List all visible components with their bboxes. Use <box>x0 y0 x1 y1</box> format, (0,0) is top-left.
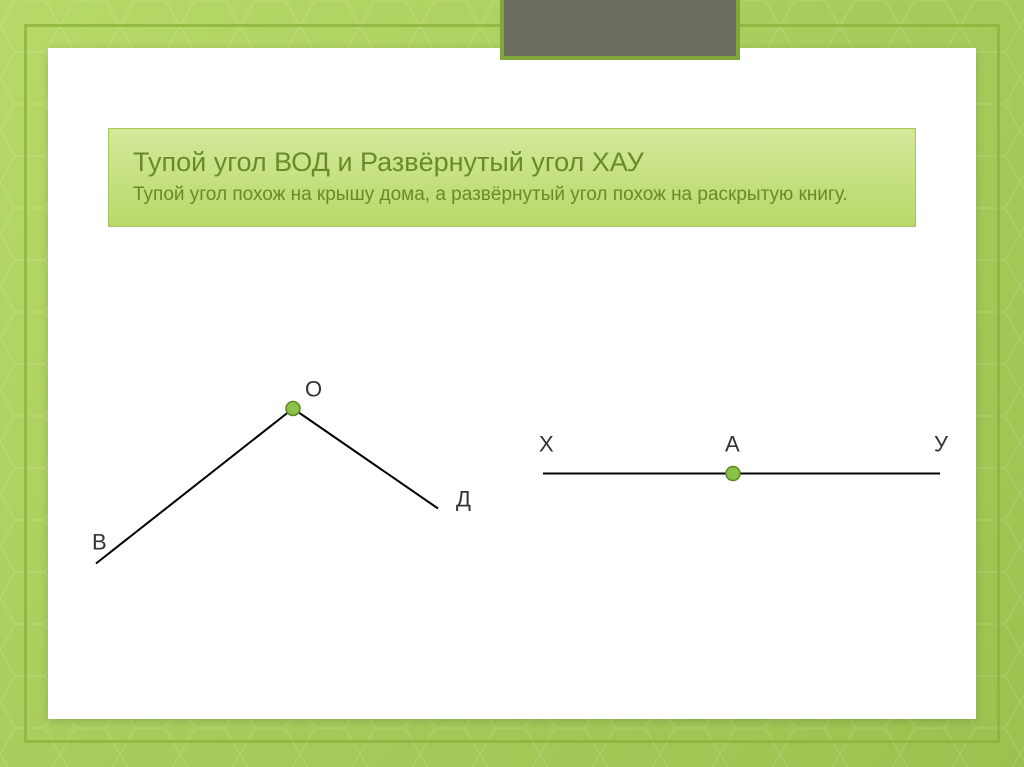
title-main: Тупой угол ВОД и Развёрнутый угол ХАУ <box>133 147 891 178</box>
obtuse-vertex-point <box>286 402 300 416</box>
label-d: Д <box>456 487 471 512</box>
obtuse-ray-od <box>293 409 438 509</box>
label-x: Х <box>539 432 554 457</box>
title-box: Тупой угол ВОД и Развёрнутый угол ХАУ Ту… <box>108 128 916 227</box>
angles-svg: О В Д Х А У <box>68 348 956 699</box>
label-o: О <box>305 377 322 402</box>
diagram-area: О В Д Х А У <box>68 348 956 699</box>
top-tab-decoration <box>500 0 740 60</box>
straight-vertex-point <box>726 467 740 481</box>
label-b: В <box>92 530 107 555</box>
slide-page: Тупой угол ВОД и Развёрнутый угол ХАУ Ту… <box>48 48 976 719</box>
obtuse-ray-ob <box>96 409 293 564</box>
title-subtitle: Тупой угол похож на крышу дома, а развёр… <box>133 182 891 208</box>
label-y: У <box>934 432 949 457</box>
label-a: А <box>725 432 740 457</box>
obtuse-angle-group: О В Д <box>92 377 471 564</box>
straight-angle-group: Х А У <box>539 432 949 481</box>
